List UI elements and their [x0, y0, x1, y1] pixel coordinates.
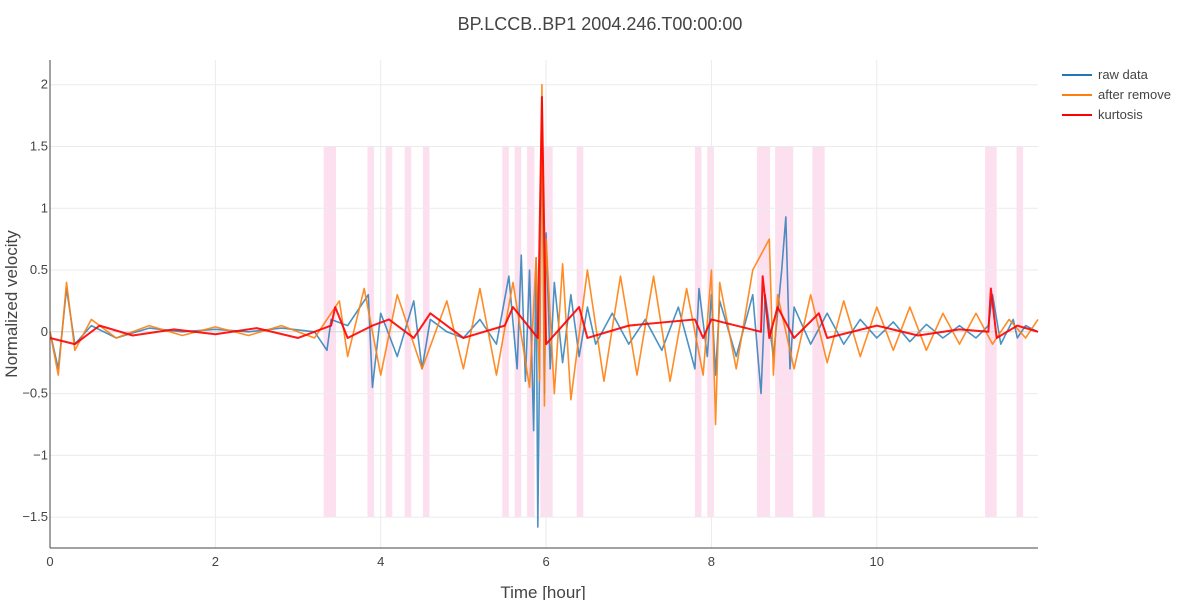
chart-title: BP.LCCB..BP1 2004.246.T00:00:00 [458, 14, 743, 34]
y-tick-label-2: −0.5 [22, 386, 48, 401]
series-line-kurtosis [49, 96, 1039, 346]
x-axis-title: Time [hour] [500, 583, 585, 600]
legend-label: kurtosis [1098, 107, 1143, 122]
x-tick-label-0: 0 [46, 554, 53, 569]
legend-item-after-remove[interactable]: after remove [1062, 87, 1171, 102]
y-tick-label-7: 2 [41, 77, 48, 92]
x-tick-label-5: 10 [870, 554, 884, 569]
legend[interactable]: raw data after remove kurtosis [1062, 67, 1171, 122]
legend-label: after remove [1098, 87, 1171, 102]
x-tick-label-4: 8 [708, 554, 715, 569]
legend-label: raw data [1098, 67, 1149, 82]
y-tick-label-0: −1.5 [22, 509, 48, 524]
y-axis-title: Normalized velocity [2, 230, 21, 378]
y-tick-label-4: 0.5 [30, 262, 48, 277]
y-tick-label-3: 0 [41, 324, 48, 339]
y-tick-label-6: 1.5 [30, 138, 48, 153]
axes: 0 2 4 6 8 10 −1.5 −1 −0.5 0 0.5 1 1.5 2 [22, 60, 1038, 569]
legend-item-raw-data[interactable]: raw data [1062, 67, 1149, 82]
x-tick-label-2: 4 [377, 554, 384, 569]
x-tick-label-3: 6 [542, 554, 549, 569]
series-layer [49, 83, 1039, 528]
x-tick-label-1: 2 [212, 554, 219, 569]
y-tick-label-5: 1 [41, 200, 48, 215]
y-tick-label-1: −1 [33, 447, 48, 462]
series-line-after-remove [49, 83, 1039, 426]
legend-item-kurtosis[interactable]: kurtosis [1062, 107, 1143, 122]
